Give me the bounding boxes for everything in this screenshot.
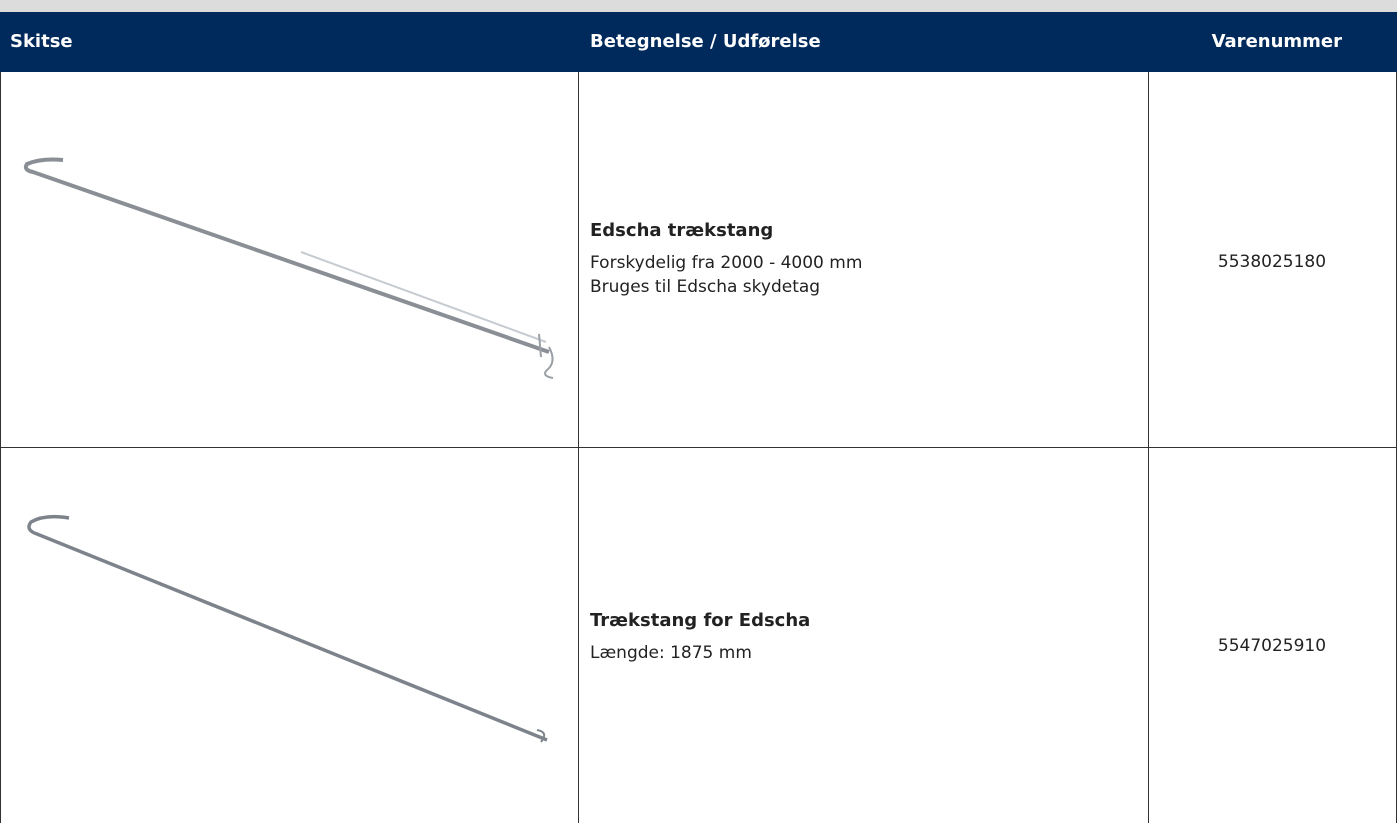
product-line: Længde: 1875 mm [590, 643, 752, 663]
header-cell: Betegnelse / Udførelse [590, 31, 821, 52]
product-title: Edscha trækstang [590, 220, 774, 241]
top-bar [0, 0, 1397, 12]
product-line: Bruges til Edscha skydetag [590, 277, 821, 297]
item-number: 5538025180 [1217, 252, 1327, 272]
rod-image [23, 157, 554, 379]
product-title: Trækstang for Edscha [590, 610, 811, 631]
description: Edscha trækstang Forskydelig fra 2000 - … [590, 220, 862, 299]
table-header: Skitse Betegnelse / Udførelse Varenummer [0, 12, 1397, 72]
product-line: Forskydelig fra 2000 - 4000 mm [590, 253, 863, 273]
table-row: Edscha trækstang Forskydelig fra 2000 - … [0, 72, 1397, 448]
description-cell: Trækstang for Edscha Længde: 1875 mm [578, 448, 1149, 823]
item-number: 5547025910 [1217, 636, 1327, 656]
sketch-cell [1, 72, 579, 447]
header-cell: Skitse [10, 31, 73, 52]
number-cell: 5547025910 [1148, 448, 1397, 823]
description: Trækstang for Edscha Længde: 1875 mm [590, 610, 810, 665]
number-cell: 5538025180 [1148, 72, 1397, 447]
table-row: Trækstang for Edscha Længde: 1875 mm 554… [0, 448, 1397, 823]
description-cell: Edscha trækstang Forskydelig fra 2000 - … [578, 72, 1149, 447]
sketch-cell [1, 448, 579, 823]
rod-image [27, 514, 548, 743]
header-cell: Varenummer [1211, 31, 1342, 52]
